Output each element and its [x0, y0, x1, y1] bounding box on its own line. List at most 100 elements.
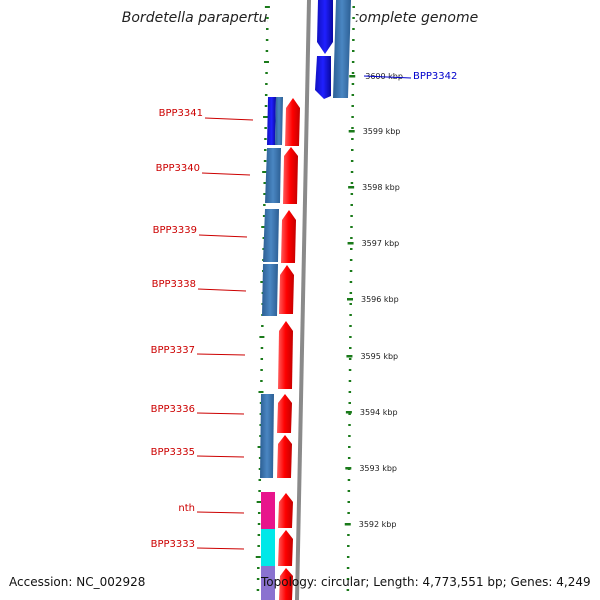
scale-dot [350, 160, 354, 162]
scale-dot [349, 292, 353, 294]
scale-dot [347, 479, 351, 481]
scale-dot [349, 314, 352, 316]
kbp-tick-label: 3593 kbp [359, 464, 397, 473]
scale-tick-dots [255, 6, 355, 591]
scale-dot [258, 457, 262, 459]
scale-dot [350, 204, 353, 206]
scale-dot [256, 589, 260, 591]
scale-dot [347, 457, 351, 459]
scale-dot [265, 83, 268, 85]
gene-labels: BPP3342 BPP3341 BPP3340 BPP3339 BPP3338 BPP33… [151, 71, 458, 550]
accession-text: Accession: NC_002928 [9, 575, 146, 589]
gene-arrow [281, 210, 296, 263]
gene-block [261, 529, 275, 566]
scale-dot [263, 204, 266, 206]
gene-leader-line [201, 172, 251, 176]
scale-dot [350, 182, 354, 184]
gene-arrow [283, 147, 298, 204]
gene-block [263, 209, 279, 262]
kbp-tick-mark [349, 75, 356, 78]
gene-leader-line [197, 288, 247, 292]
scale-dot [264, 149, 267, 151]
scale-dot [263, 182, 266, 184]
scale-dot [350, 171, 354, 173]
gene-label[interactable]: BPP3333 [151, 539, 195, 550]
scale-dot [352, 28, 355, 30]
scale-dot [346, 556, 350, 558]
scale-dot [265, 39, 269, 41]
scale-dot [346, 567, 350, 569]
scale-dot [258, 468, 262, 470]
gene-arrow [278, 321, 293, 389]
scale-dot [346, 589, 350, 591]
scale-dot [349, 281, 353, 283]
gene-arrow [317, 0, 333, 54]
scale-dot [348, 424, 351, 426]
gene-label[interactable]: BPP3341 [159, 108, 203, 119]
scale-dot [257, 523, 261, 525]
gene-block [260, 394, 274, 478]
scale-dot [256, 501, 262, 503]
outer-strand-genes [315, 0, 351, 99]
gene-label[interactable]: BPP3340 [156, 163, 200, 174]
scale-dot [264, 105, 268, 107]
reverse-strand-genes [260, 97, 283, 600]
scale-dot [351, 105, 354, 107]
gene-label[interactable]: BPP3336 [151, 404, 195, 415]
scale-dot [260, 358, 264, 360]
gene-arrow [278, 530, 293, 566]
gene-label[interactable]: BPP3338 [152, 279, 196, 290]
kbp-tick-mark [345, 411, 352, 414]
scale-dot [348, 358, 352, 360]
scale-dot [352, 50, 355, 52]
scale-dot [350, 193, 354, 195]
scale-dot [351, 149, 354, 151]
scale-dot [349, 303, 352, 305]
scale-dot [351, 94, 355, 96]
scale-dot [264, 6, 270, 8]
gene-label[interactable]: BPP3335 [151, 447, 195, 458]
scale-dot [258, 490, 261, 492]
kbp-tick-label: 3598 kbp [362, 183, 400, 192]
gene-leader-line [196, 455, 245, 458]
scale-dot [256, 578, 260, 580]
kbp-tick-label: 3595 kbp [360, 352, 398, 361]
kbp-tick-mark [347, 298, 354, 301]
scale-dot [257, 534, 261, 536]
scale-dot [264, 127, 267, 129]
kbp-tick-mark [346, 355, 353, 358]
topology-info: Topology: circular; Length: 4,773,551 bp… [261, 575, 591, 589]
scale-dot [352, 17, 355, 19]
scale-dot [346, 578, 350, 580]
gene-arrow [277, 394, 292, 433]
scale-dot [263, 193, 266, 195]
scale-dot [258, 391, 264, 393]
scale-dot [255, 556, 261, 558]
gene-label[interactable]: nth [178, 503, 195, 514]
gene-label[interactable]: BPP3339 [153, 225, 197, 236]
scale-dot [351, 83, 355, 85]
scale-dot [260, 380, 263, 382]
scale-dot [349, 336, 352, 338]
scale-dot [263, 160, 267, 162]
scale-dot [349, 325, 352, 327]
scale-dot [260, 347, 264, 349]
scale-dot [260, 369, 263, 371]
scale-dot [263, 61, 269, 63]
gene-block [262, 264, 278, 316]
scale-dot [347, 534, 350, 536]
scale-dot [352, 6, 355, 8]
scale-dot [348, 369, 352, 371]
kbp-tick-mark [345, 467, 352, 470]
gene-label[interactable]: BPP3337 [151, 345, 195, 356]
scale-dot [259, 336, 265, 338]
scale-dot [264, 138, 267, 140]
gene-label[interactable]: BPP3342 [413, 71, 457, 82]
gene-block [261, 492, 275, 529]
scale-dot [263, 116, 269, 118]
backbone-arc [295, 0, 311, 600]
gene-block [261, 566, 275, 600]
scale-dot [348, 391, 352, 393]
scale-dot [258, 479, 262, 481]
